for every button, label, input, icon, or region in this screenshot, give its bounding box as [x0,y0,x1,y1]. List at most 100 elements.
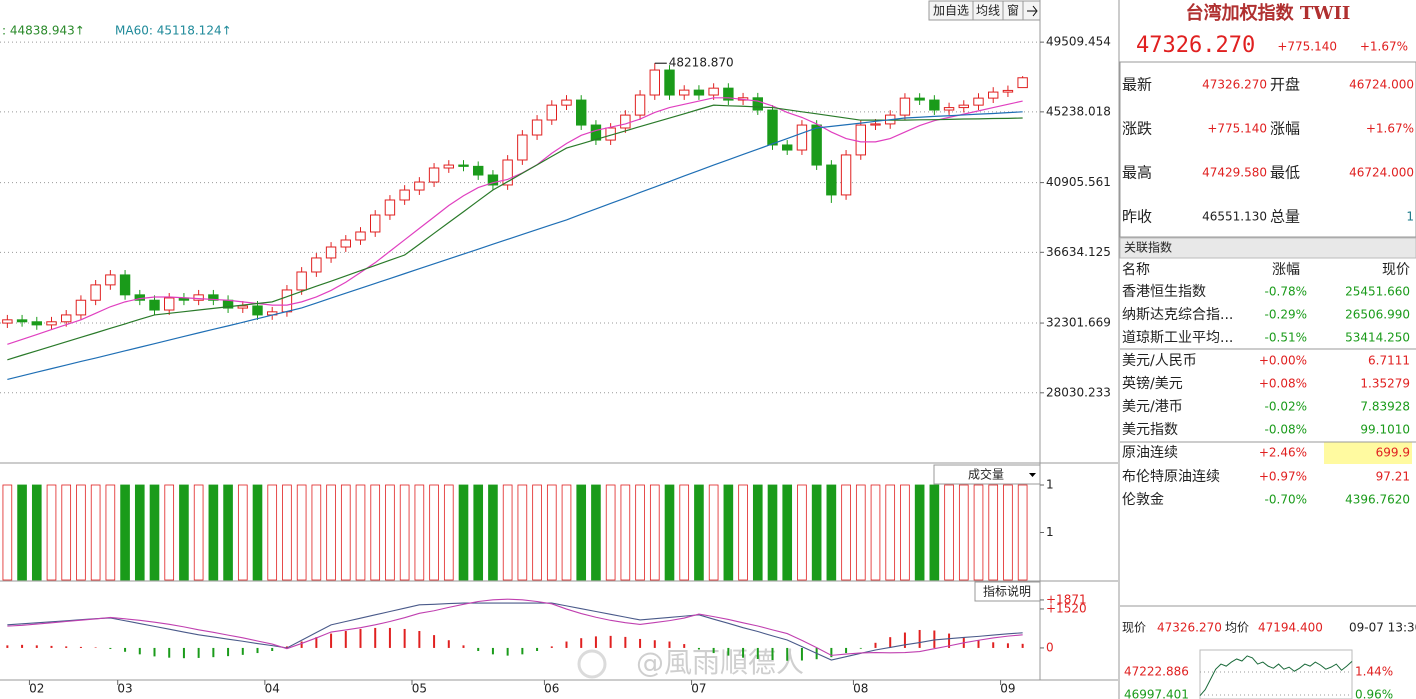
related-title: 关联指数 [1124,240,1172,255]
quote-label: 最低 [1270,164,1300,182]
candle-body [487,174,499,186]
volume-bar [223,484,233,581]
candle-body [988,91,999,99]
volume-bar [664,484,675,581]
volume-bar [885,484,896,581]
quote-value: 47326.270 [1202,78,1267,92]
intraday-label: 47326.270 [1157,621,1222,635]
volume-bar [429,484,439,581]
y-tick-label: 1 [1046,478,1054,492]
volume-bar [179,484,189,581]
row-pct: +0.08% [1259,377,1307,391]
toolbar-label: 加自选 [933,4,969,18]
candle-body [31,321,42,326]
candle-body [355,231,366,241]
candle-body [473,165,484,176]
y-tick-label: +1871 [1046,592,1087,606]
candle-body [517,134,528,161]
y-tick-label: 45238.018 [1046,104,1111,118]
volume-bar [870,484,881,581]
quote-title: 台湾加权指数 TWII [1186,2,1351,24]
quote-value: 46724.000 [1349,78,1414,92]
candle-body [929,99,940,111]
quote-label: 涨幅 [1270,120,1300,138]
quote-label: 涨跌 [1122,120,1152,138]
candle-body [708,87,719,96]
x-tick-label: 02 [29,682,44,696]
volume-bar [385,484,395,581]
volume-bar [708,484,719,581]
quote-label: 总量 [1270,208,1300,226]
quote-pct: +1.67% [1360,40,1408,54]
row-pct: +2.46% [1259,446,1307,460]
volume-bar [399,484,410,581]
volume-bar [576,484,587,581]
row-pct: -0.78% [1265,285,1307,299]
volume-bar [546,484,557,581]
quote-label: 最高 [1122,164,1152,182]
candle-body [620,114,631,129]
volume-bar [252,484,263,581]
indicator-select[interactable] [933,464,1041,485]
volume-bar [532,484,542,581]
candle-body [311,257,322,273]
quote-value: +775.140 [1207,122,1267,136]
candle-body [590,124,602,141]
candle-body [149,299,160,311]
toolbar-label: 均线 [976,4,1000,18]
candle-body [340,239,351,248]
row-pct: -0.02% [1265,400,1307,414]
watermark: @風雨順德人 [636,646,804,679]
quote-box [1119,61,1416,238]
volume-bar [605,484,616,581]
row-pct: -0.70% [1265,493,1307,507]
quote-value: 46724.000 [1349,166,1414,180]
row-name: 纳斯达克综合指... [1122,307,1233,323]
indicator-help-label: 指标说明 [983,584,1031,599]
candle-body [414,181,425,191]
quote-value: 1 [1406,210,1414,224]
column-header: 名称 [1122,262,1150,278]
y-tick-label: 0 [1046,640,1054,654]
indicator-select-label: 成交量 [968,467,1004,482]
highlight [1324,442,1412,464]
volume-bar [76,484,86,581]
intraday-label: 均价 [1225,621,1249,635]
y-tick-label: 36634.125 [1046,245,1111,259]
volume-bar [944,484,954,581]
volume-bar [767,484,778,581]
ma-line [7,111,1023,380]
candle-body [679,89,690,96]
volume-bar [738,484,748,581]
volume-bar [326,484,336,581]
candle-body [428,167,440,183]
volume-bar [311,484,322,581]
candle-body [752,97,763,111]
volume-bar [797,484,807,581]
ma-legend: : 44838.943↑ [2,24,85,38]
mini-tick-label: 46997.401 [1124,687,1189,699]
volume-bar [105,484,116,581]
candle-body [208,294,219,301]
x-tick-label: 06 [544,682,559,696]
row-name: 道琼斯工业平均... [1122,330,1233,346]
volume-bar [61,484,72,581]
candle-body [723,87,734,101]
volume-bar [340,484,351,581]
row-name: 伦敦金 [1122,492,1164,508]
indicator-help[interactable] [974,581,1041,602]
volume-bar [900,484,910,581]
candle-body [576,99,587,126]
volume-bar [517,484,528,581]
macd-line [7,602,1023,661]
column-header: 现价 [1382,262,1410,278]
candle-body [2,319,13,324]
x-tick-label: 08 [853,682,868,696]
volume-bar [855,484,866,581]
row-name: 美元/港币 [1122,399,1183,415]
watermark-logo [577,649,607,679]
candle-body [90,284,101,301]
row-price: 97.21 [1376,470,1410,484]
candle-body [796,124,808,151]
related-header [1119,237,1416,259]
